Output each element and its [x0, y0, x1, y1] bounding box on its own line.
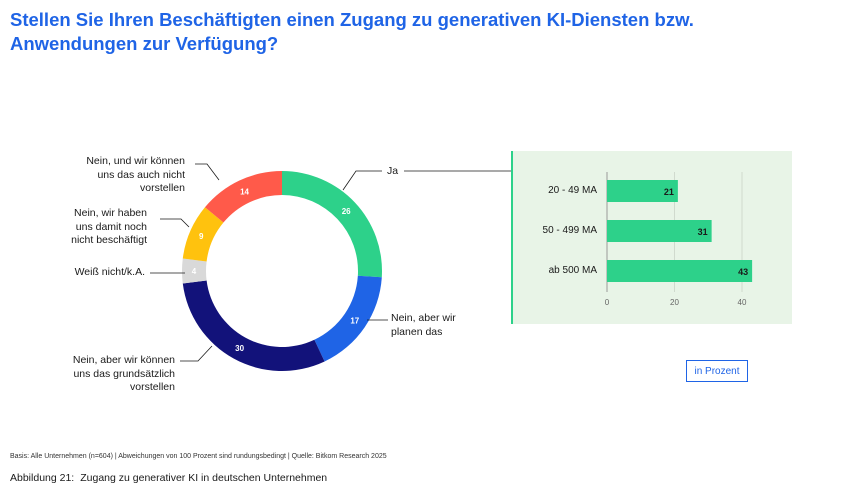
donut-value-labels: 26 17 30 4 9 14 — [192, 187, 360, 353]
slice-label-vorstellen: Nein, aber wir können uns das grundsätzl… — [72, 354, 175, 393]
leader-line-ja — [342, 170, 382, 191]
donut-slice — [204, 171, 282, 223]
donut-value-label: 30 — [235, 344, 244, 353]
bar-value-label: 43 — [738, 267, 748, 277]
breakdown-panel-accent — [511, 151, 513, 324]
slice-label-nicht-vorstellen: Nein, und wir können uns das auch nicht … — [86, 155, 185, 194]
donut-slice — [314, 275, 382, 362]
donut-value-label: 26 — [342, 207, 351, 216]
bar-ticks: 0 20 40 — [605, 298, 747, 307]
slice-label-planen: Nein, aber wir planen das — [391, 312, 456, 338]
donut-value-label: 4 — [192, 267, 197, 276]
caption-text: Zugang zu generativer KI in deutschen Un… — [80, 472, 328, 484]
slice-label-weiss: Weiß nicht/k.A. — [74, 266, 145, 278]
footnote: Basis: Alle Unternehmen (n=604) | Abweic… — [10, 453, 387, 460]
bar — [607, 260, 753, 282]
title-line-2: Anwendungen zur Verfügung? — [10, 33, 279, 54]
bar-value-label: 21 — [664, 187, 674, 197]
donut-slice — [182, 280, 325, 371]
leader-line-nicht-vorstellen — [195, 163, 220, 181]
donut-value-label: 14 — [240, 187, 249, 196]
donut-slice — [182, 207, 224, 262]
donut-slices — [181, 171, 382, 371]
caption-number: Abbildung 21: — [10, 472, 75, 484]
bar-category-label: 20 - 49 MA — [548, 185, 597, 196]
chart-title: Stellen Sie Ihren Beschäftigten einen Zu… — [10, 8, 770, 56]
leader-line-vorstellen — [180, 345, 213, 362]
donut-value-label: 9 — [199, 232, 204, 241]
title-line-1: Stellen Sie Ihren Beschäftigten einen Zu… — [10, 9, 694, 30]
leader-lines — [150, 163, 511, 362]
donut-slice — [181, 258, 207, 284]
leader-line-beschaeftigt — [160, 218, 190, 228]
bar — [607, 220, 712, 242]
x-tick-label: 20 — [670, 298, 679, 307]
slice-label-ja: Ja — [387, 165, 399, 177]
slice-label-beschaeftigt: Nein, wir haben uns damit noch nicht bes… — [71, 207, 147, 246]
donut-slice — [282, 171, 382, 278]
bar-value-label: 31 — [698, 227, 708, 237]
unit-badge: in Prozent — [686, 360, 748, 382]
bar-marks: 21 31 43 — [607, 180, 753, 282]
x-tick-label: 40 — [738, 298, 747, 307]
bar — [607, 180, 678, 202]
donut-value-label: 17 — [350, 316, 359, 325]
bar-category-label: ab 500 MA — [548, 265, 597, 276]
figure-caption: Abbildung 21: Zugang zu generativer KI in… — [10, 472, 333, 484]
x-tick-label: 0 — [605, 298, 610, 307]
bar-category-label: 50 - 499 MA — [542, 225, 597, 236]
